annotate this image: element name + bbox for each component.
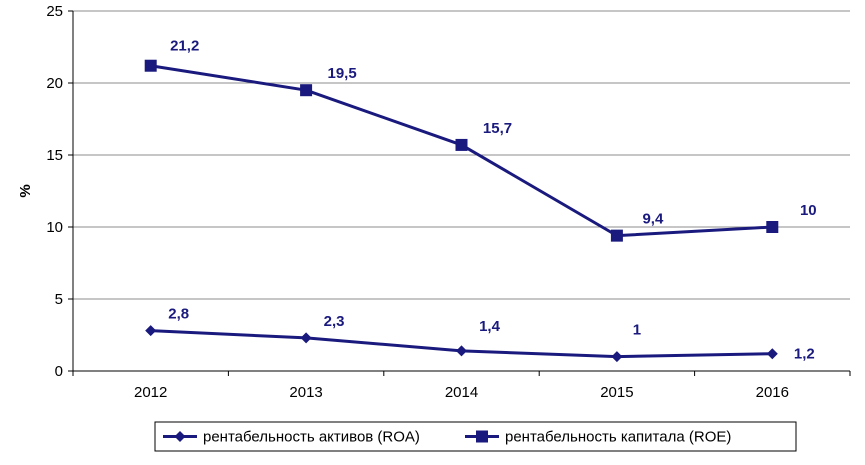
data-label: 9,4: [642, 211, 664, 228]
x-tick-label: 2012: [134, 384, 167, 401]
data-point-roa: [611, 351, 623, 363]
x-tick-label: 2013: [289, 384, 322, 401]
y-tick-label: 5: [55, 291, 63, 308]
data-label: 2,3: [324, 313, 345, 330]
data-point-roa: [145, 325, 157, 337]
y-tick-label: 15: [46, 147, 63, 164]
data-label: 1: [633, 322, 641, 339]
y-axis-label: %: [17, 184, 34, 197]
y-tick-label: 20: [46, 75, 63, 92]
data-label: 2,8: [168, 306, 189, 323]
data-point-roa: [300, 332, 312, 344]
data-point-roe: [144, 59, 157, 72]
data-label: 19,5: [327, 65, 356, 82]
data-label: 10: [800, 202, 817, 219]
legend-label-roa: рентабельность активов (ROA): [203, 429, 420, 446]
y-tick-label: 0: [55, 363, 63, 380]
y-tick-label: 25: [46, 3, 63, 20]
legend-marker-roe: [476, 430, 488, 443]
legend-label-roe: рентабельность капитала (ROE): [505, 429, 731, 446]
legend-marker-roa: [174, 431, 186, 442]
data-label: 15,7: [483, 120, 512, 137]
data-label: 1,2: [794, 346, 815, 363]
data-point-roe: [455, 138, 468, 151]
data-point-roa: [766, 348, 778, 360]
data-point-roe: [610, 229, 623, 242]
data-point-roe: [766, 221, 779, 233]
y-tick-label: 10: [46, 219, 63, 236]
data-point-roe: [300, 84, 313, 97]
x-tick-label: 2014: [445, 384, 478, 401]
data-point-roa: [456, 345, 467, 357]
x-tick-label: 2015: [600, 384, 633, 401]
x-tick-label: 2016: [756, 384, 789, 401]
data-label: 21,2: [170, 38, 199, 55]
data-label: 1,4: [479, 318, 501, 335]
